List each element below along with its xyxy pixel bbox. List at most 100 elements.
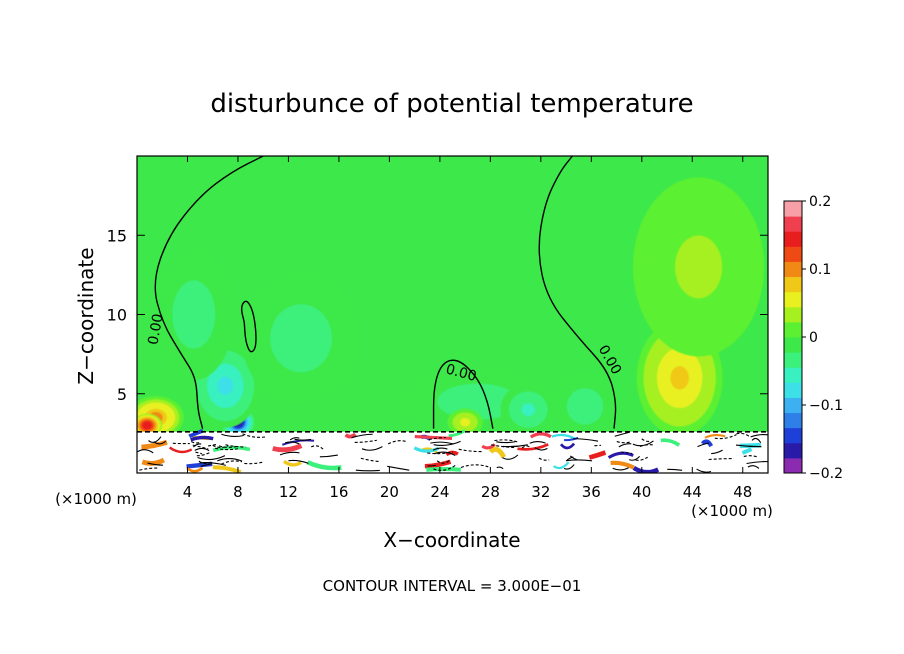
surface-contour-25 [427, 464, 436, 467]
x-tick-label-36: 36 [582, 483, 601, 501]
field-blob-10-level-5 [685, 250, 712, 284]
surface-streak-31 [610, 460, 635, 470]
surface-contour-71 [502, 444, 528, 448]
surface-contour-70 [563, 464, 575, 470]
surface-streak-30 [414, 435, 453, 441]
surface-contour-77 [433, 464, 456, 471]
x-axis: 4 8 12 16 20 24 28 32 36 40 44 48 [183, 156, 752, 501]
zero-contour-1 [538, 156, 617, 429]
x-axis-label: X−coordinate [383, 528, 520, 552]
surface-contour-64 [387, 440, 408, 445]
surface-contour-14 [137, 449, 154, 454]
x-tick-label-4: 4 [183, 483, 193, 501]
surface-contour-74 [494, 439, 520, 443]
surface-contour-31 [708, 458, 734, 461]
colorbar-tick-label-1: 0.1 [809, 262, 831, 278]
surface-contour-1 [354, 439, 377, 443]
surface-contour-88 [460, 464, 489, 468]
colorbar-tick-label-3: −0.1 [809, 398, 843, 414]
field-blob-2-level-5 [289, 325, 314, 352]
colorbar-swatch-11 [784, 291, 802, 308]
surface-contour-9 [612, 467, 629, 471]
y-axis-label: Z−coordinate [74, 247, 98, 384]
surface-streak-15 [141, 439, 168, 450]
chart-title: disturbunce of potential temperature [210, 89, 693, 119]
x-tick-label-32: 32 [531, 483, 550, 501]
zero-contours [154, 156, 617, 429]
surface-contour-67 [502, 454, 519, 460]
surface-contour-36 [221, 433, 244, 438]
surface-streak-3 [488, 446, 507, 459]
surface-contour-87 [200, 463, 212, 467]
surface-contour-5 [635, 456, 648, 461]
colorbar-tick-label-2: 0 [809, 330, 818, 346]
surface-contour-0 [217, 458, 243, 462]
zero-contour-2 [432, 359, 494, 429]
surface-streak-0 [445, 450, 459, 457]
surface-contour-30 [746, 461, 768, 465]
surface-streak-5 [559, 442, 576, 450]
x-unit-right: (×1000 m) [691, 502, 773, 520]
plot-area [137, 156, 768, 473]
surface-contour-40 [735, 444, 762, 448]
zero-contour-0 [154, 156, 264, 429]
colorbar-swatch-8 [784, 337, 802, 353]
contour-label-middle: 0.00 [444, 361, 478, 385]
surface-contour-52 [667, 468, 683, 471]
colorbar-swatch-1 [784, 442, 802, 459]
surface-streak-38 [344, 432, 357, 439]
surface-contour-65 [361, 446, 383, 451]
surface-streak-29 [632, 465, 660, 473]
zero-contour-3 [240, 300, 257, 353]
surface-contour-39 [195, 451, 203, 455]
surface-contour-79 [433, 440, 461, 446]
surface-streak-23 [141, 457, 166, 466]
surface-contour-55 [360, 457, 380, 463]
surface-streak-20 [448, 429, 466, 438]
x-tick-label-40: 40 [632, 483, 651, 501]
surface-contour-38 [279, 451, 300, 456]
surface-streak-2 [551, 433, 576, 440]
surface-contour-26 [629, 456, 641, 461]
surface-streak-22 [529, 432, 552, 439]
surface-contour-33 [194, 447, 210, 452]
surface-contour-75 [199, 462, 227, 466]
surface-streak-18 [553, 461, 570, 470]
surface-contour-66 [750, 434, 768, 438]
colorbar-swatch-5 [784, 382, 802, 398]
surface-contour-6 [743, 455, 758, 458]
surface-streak-13 [607, 451, 634, 459]
surface-streak-36 [660, 438, 681, 447]
x-tick-label-16: 16 [329, 483, 348, 501]
surface-streak-24 [588, 450, 607, 460]
surface-contour-16 [242, 433, 268, 438]
surface-contour-18 [534, 447, 548, 451]
surface-contour-72 [225, 444, 246, 448]
surface-contour-42 [747, 465, 760, 469]
field-blobs [137, 177, 765, 441]
surface-streak-34 [741, 447, 753, 455]
surface-contour-63 [618, 443, 632, 448]
surface-contour-3 [191, 441, 201, 444]
surface-contour-68 [458, 448, 483, 453]
x-tick-label-20: 20 [380, 483, 399, 501]
surface-contour-50 [351, 433, 373, 439]
surface-streak-35 [282, 460, 302, 467]
surface-streak-21 [281, 439, 315, 446]
colorbar-swatch-12 [784, 276, 802, 293]
surface-contour-80 [319, 454, 338, 458]
surface-contour-76 [529, 441, 546, 444]
field-blob-8-level-5 [142, 421, 152, 430]
y-tick-label-10: 10 [107, 306, 127, 325]
surface-contour-24 [430, 441, 454, 445]
field-blob-6-level-5 [521, 403, 535, 416]
colorbar-tick-label-4: −0.2 [809, 466, 843, 482]
colorbar-swatch-2 [784, 427, 802, 444]
surface-contour-41 [218, 445, 237, 448]
surface-streak-8 [517, 443, 549, 451]
surface-contour-85 [714, 434, 737, 440]
surface-contour-34 [139, 467, 160, 471]
surface-streak-39 [704, 434, 726, 439]
surface-contour-48 [432, 447, 448, 451]
